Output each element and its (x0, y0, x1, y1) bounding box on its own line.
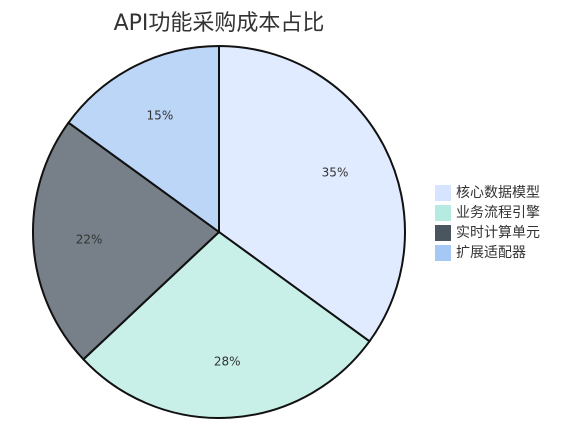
legend-swatch (435, 185, 451, 201)
legend-label: 业务流程引擎 (456, 205, 540, 221)
legend-label: 核心数据模型 (456, 185, 540, 201)
chart-title: API功能采购成本占比 (114, 11, 325, 36)
slice-label: 22% (76, 233, 103, 247)
legend-label: 实时计算单元 (456, 225, 540, 241)
legend-swatch (435, 205, 451, 221)
slice-label: 15% (147, 108, 174, 122)
legend-swatch (435, 225, 451, 241)
legend-label: 扩展适配器 (456, 245, 526, 261)
pie-slice (67, 44, 220, 234)
pie-slice (32, 121, 221, 361)
legend-swatch (435, 245, 451, 261)
pie-slice (81, 230, 371, 419)
slice-label: 35% (322, 165, 349, 179)
slice-label: 28% (214, 354, 241, 368)
pie-slice (218, 44, 406, 343)
